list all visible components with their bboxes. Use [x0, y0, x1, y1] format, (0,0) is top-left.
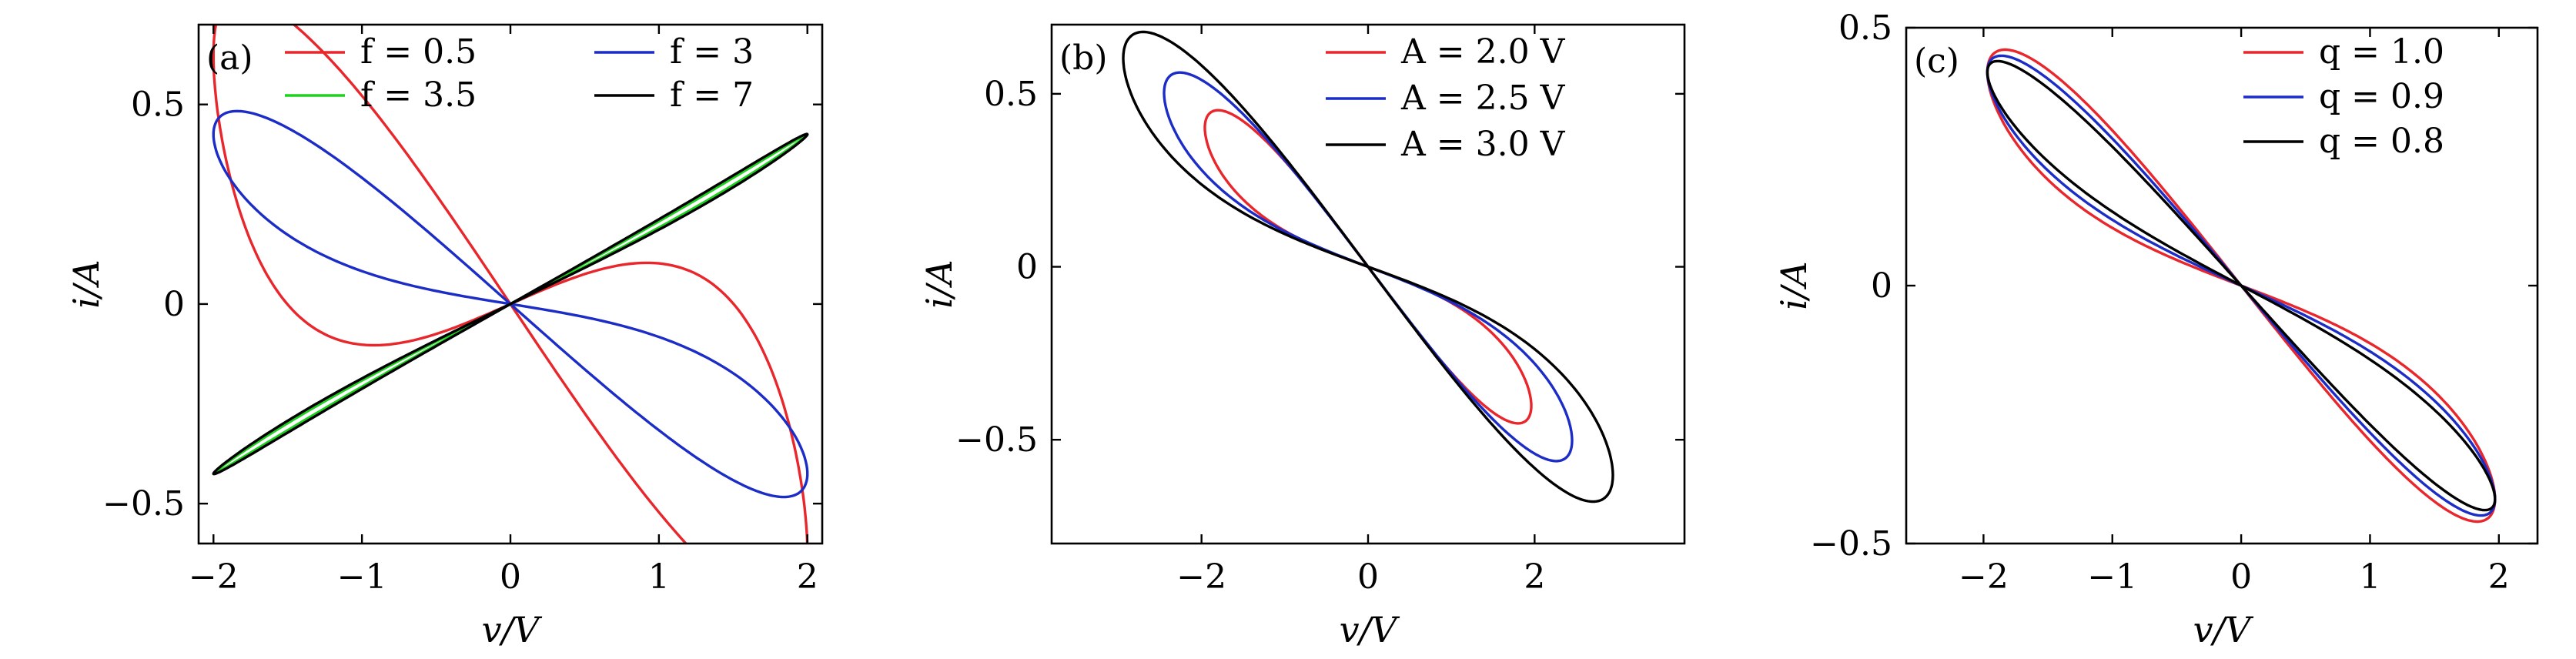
legend-entry: A = 2.0 V: [1400, 32, 1566, 72]
x-tick-label: −2: [1176, 557, 1226, 597]
curves: [1986, 48, 2497, 524]
curves: [212, 25, 809, 544]
legend-entry: f = 3: [670, 32, 754, 72]
y-axis-label: i/A: [918, 259, 960, 308]
panel-a: −2 −1 0 1 2−0.500.5v/Vi/A(a) f = 0.5 f = 3f = …: [65, 23, 824, 651]
legend: A = 2.0 V A = 2.5 V A = 3.0 V: [1326, 32, 1566, 164]
x-tick-label: 2: [1524, 557, 1545, 597]
legend-entry: f = 7: [670, 75, 754, 115]
legend-entry: A = 3.0 V: [1400, 125, 1566, 164]
legend-entry: A = 2.5 V: [1400, 79, 1566, 118]
y-tick-label: 0: [1016, 248, 1038, 287]
panel-label: (c): [1914, 42, 1959, 81]
y-tick-label: 0.5: [984, 75, 1038, 114]
panel-b: −2 0 2−0.500.5v/Vi/A(b) A = 2.0 VA = 2.5 VA…: [918, 23, 1686, 651]
x-tick-label: 1: [648, 557, 670, 597]
legend-entry: q = 0.9: [2319, 77, 2444, 116]
x-axis-label: v/V: [482, 609, 543, 651]
x-tick-label: 0: [2230, 557, 2252, 597]
legend: q = 1.0 q = 0.9 q = 0.8: [2243, 32, 2444, 161]
x-tick-label: 2: [2488, 557, 2510, 597]
x-axis-label: v/V: [2193, 609, 2254, 651]
y-tick-label: −0.5: [1810, 524, 1892, 564]
panel-label: (b): [1059, 38, 1108, 78]
x-tick-label: 0: [1357, 557, 1379, 597]
legend: f = 0.5 f = 3 f = 3.5 f = 7: [285, 32, 754, 115]
x-tick-label: −2: [189, 557, 239, 597]
legend-entry: f = 0.5: [360, 32, 477, 72]
x-tick-label: 0: [500, 557, 521, 597]
x-tick-label: −1: [337, 557, 387, 597]
y-tick-label: 0.5: [1838, 8, 1892, 48]
y-tick-label: −0.5: [102, 484, 185, 524]
y-tick-label: −0.5: [955, 420, 1038, 460]
legend-entry: f = 3.5: [360, 75, 477, 115]
panel-label: (a): [206, 38, 253, 78]
legend-entry: q = 1.0: [2319, 32, 2444, 72]
x-tick-label: 2: [797, 557, 818, 597]
series-line-3: [1122, 30, 1614, 503]
curves: [1122, 30, 1614, 503]
y-tick-label: 0.5: [131, 85, 185, 125]
plot-frame: [1050, 23, 1686, 545]
series-line-3: [1986, 59, 2497, 512]
y-axis-label: i/A: [65, 259, 107, 308]
x-axis-label: v/V: [1340, 609, 1400, 651]
legend-entry: q = 0.8: [2319, 122, 2444, 161]
y-axis-label: i/A: [1773, 261, 1815, 309]
y-tick-label: 0: [163, 285, 185, 324]
series-line-4: [212, 132, 809, 476]
x-tick-label: −2: [1959, 557, 2009, 597]
x-tick-label: 1: [2359, 557, 2380, 597]
y-tick-label: 0: [1871, 266, 1892, 306]
panel-c: −2 −1 0 1 2−0.500.5v/Vi/A(c) q = 1.0q = 0.9q …: [1773, 8, 2539, 651]
x-tick-label: −1: [2087, 557, 2137, 597]
